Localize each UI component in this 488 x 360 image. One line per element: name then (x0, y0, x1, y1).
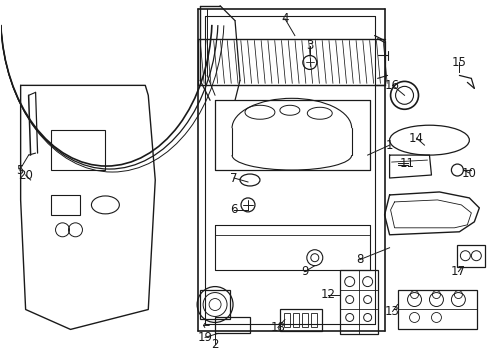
Bar (50, 130, 105, 170)
Bar (284, 314, 289, 328)
Bar (310, 314, 316, 328)
Text: 4: 4 (281, 12, 288, 25)
Bar (200, 289, 229, 319)
Text: 10: 10 (461, 167, 476, 180)
Bar (279, 310, 321, 332)
Text: 3: 3 (305, 39, 313, 52)
Text: 6: 6 (230, 203, 237, 216)
Bar (292, 314, 298, 328)
Text: 14: 14 (408, 132, 423, 145)
Text: 11: 11 (399, 157, 414, 170)
Text: 16: 16 (384, 79, 399, 92)
Text: 15: 15 (451, 56, 466, 69)
Text: 8: 8 (355, 253, 363, 266)
Bar (50, 195, 81, 215)
Text: 2: 2 (211, 338, 219, 351)
Bar (301, 314, 307, 328)
Bar (397, 289, 476, 329)
Bar (215, 318, 249, 333)
Text: 12: 12 (320, 288, 335, 301)
Bar (456, 245, 484, 267)
Text: 20: 20 (18, 168, 33, 181)
Text: 19: 19 (197, 331, 212, 344)
Text: 7: 7 (230, 171, 237, 185)
Text: 5: 5 (16, 163, 23, 176)
Text: 18: 18 (270, 321, 285, 334)
Text: 17: 17 (450, 265, 465, 278)
Text: 13: 13 (385, 305, 399, 318)
Text: 1: 1 (385, 139, 392, 152)
Text: 9: 9 (301, 265, 308, 278)
Bar (339, 270, 377, 334)
